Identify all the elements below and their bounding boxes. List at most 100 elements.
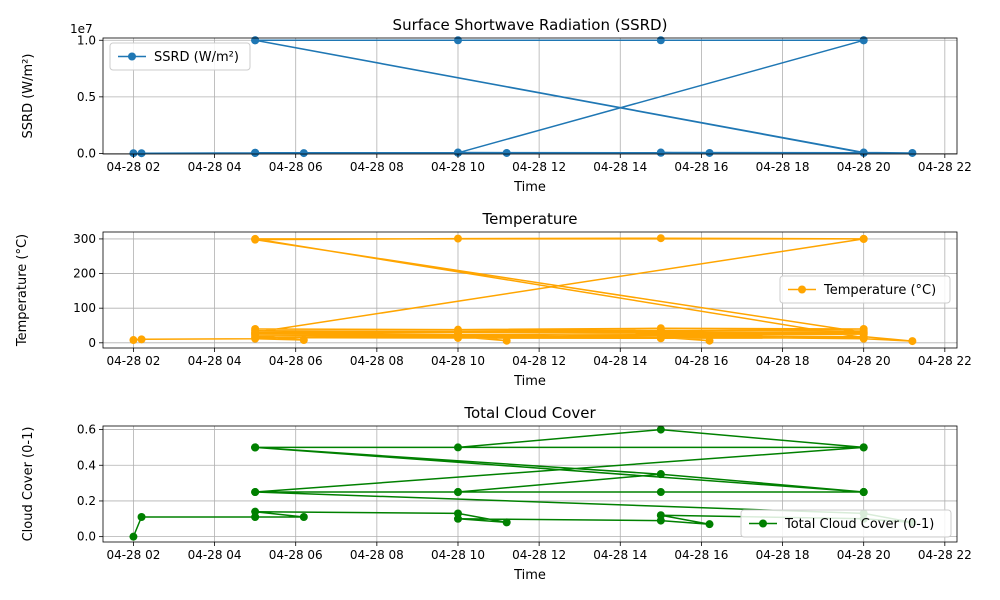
x-tick-label: 04-28 08 [350, 548, 404, 562]
x-tick-label: 04-28 06 [269, 354, 323, 368]
plot-frame [102, 37, 958, 155]
x-tick-label: 04-28 06 [269, 160, 323, 174]
x-axis-label: Time [513, 374, 546, 389]
data-point [251, 507, 260, 516]
data-point [656, 148, 665, 157]
data-point [908, 337, 917, 346]
data-point [251, 36, 260, 45]
x-tick-label: 04-28 22 [918, 548, 972, 562]
legend-box [109, 42, 251, 71]
x-tick-label: 04-28 20 [837, 354, 891, 368]
chart-panel-3: 04-28 02 04-28 04 04-28 06 04-28 08 04-28 10… [21, 404, 972, 583]
data-point [137, 149, 146, 158]
x-tick-label: 04-28 04 [188, 354, 242, 368]
data-point [705, 148, 714, 157]
data-point [656, 334, 665, 343]
y-tick-label: 100 [73, 301, 96, 315]
y-tick-label: 0 [88, 336, 96, 350]
data-point [453, 234, 462, 243]
x-tick-label: 04-28 12 [512, 354, 566, 368]
chart-title: Total Cloud Cover [463, 404, 596, 422]
y-tick-label: 0.2 [77, 494, 96, 508]
legend: Temperature (°C) [779, 275, 951, 304]
legend-label: Temperature (°C) [823, 283, 936, 298]
data-point [656, 324, 665, 333]
data-point [859, 443, 868, 452]
data-point [859, 234, 868, 243]
x-tick-label: 04-28 20 [837, 548, 891, 562]
y-tick-label: 200 [73, 267, 96, 281]
legend-marker [128, 52, 136, 61]
data-point [859, 36, 868, 45]
data-point [299, 336, 308, 345]
x-tick-label: 04-28 08 [350, 160, 404, 174]
data-point [299, 513, 308, 522]
y-tick-label: 1.0 [77, 33, 96, 47]
data-point [129, 336, 138, 345]
data-point [129, 532, 138, 541]
data-point [299, 149, 308, 158]
y-offset-text: 1e7 [70, 22, 93, 36]
x-tick-label: 04-28 16 [674, 160, 728, 174]
x-axis-label: Time [513, 568, 546, 583]
x-axis-label: Time [513, 180, 546, 195]
y-axis-label: Temperature (°C) [15, 234, 30, 347]
data-point [502, 518, 511, 527]
data-point [453, 443, 462, 452]
x-tick-label: 04-28 16 [674, 548, 728, 562]
data-point [859, 148, 868, 157]
data-point [705, 336, 714, 345]
y-axis-label: SSRD (W/m²) [21, 54, 36, 139]
x-tick-label: 04-28 18 [756, 548, 810, 562]
data-point [251, 148, 260, 157]
y-tick-label: 0.0 [77, 146, 96, 160]
legend: Total Cloud Cover (0-1) [740, 509, 952, 538]
data-point [453, 333, 462, 342]
legend-marker [798, 285, 806, 294]
data-point [656, 425, 665, 434]
data-point [453, 36, 462, 45]
data-point [656, 36, 665, 45]
y-tick-label: 0.5 [77, 90, 96, 104]
x-tick-label: 04-28 10 [431, 548, 485, 562]
y-tick-label: 300 [73, 232, 96, 246]
y-axis-label: Cloud Cover (0-1) [21, 427, 36, 542]
legend-box [740, 509, 952, 538]
data-point [251, 443, 260, 452]
x-tick-label: 04-28 08 [350, 354, 404, 368]
data-point [137, 335, 146, 344]
x-tick-label: 04-28 18 [756, 160, 810, 174]
x-tick-label: 04-28 16 [674, 354, 728, 368]
x-tick-label: 04-28 06 [269, 548, 323, 562]
legend-label: SSRD (W/m²) [154, 50, 239, 65]
data-point [656, 511, 665, 520]
data-point [129, 149, 138, 158]
x-tick-label: 04-28 02 [106, 160, 160, 174]
series-line [133, 237, 914, 342]
data-point [251, 488, 260, 497]
data-point [908, 148, 917, 157]
x-tick-label: 04-28 18 [756, 354, 810, 368]
data-point [502, 148, 511, 157]
data-point [859, 328, 868, 337]
data-point [502, 336, 511, 345]
legend: SSRD (W/m²) [109, 42, 251, 71]
data-point [859, 488, 868, 497]
x-tick-label: 04-28 14 [593, 548, 647, 562]
x-tick-label: 04-28 02 [106, 548, 160, 562]
legend-label: Total Cloud Cover (0-1) [784, 517, 934, 532]
legend-marker [759, 519, 767, 528]
data-point [656, 470, 665, 479]
data-point [656, 488, 665, 497]
plot-frame [102, 231, 958, 349]
data-point [453, 514, 462, 523]
x-tick-label: 04-28 04 [188, 160, 242, 174]
x-tick-label: 04-28 02 [106, 354, 160, 368]
data-point [453, 488, 462, 497]
x-tick-label: 04-28 12 [512, 160, 566, 174]
plot-frame [102, 425, 958, 543]
data-point [251, 235, 260, 244]
x-tick-label: 04-28 22 [918, 160, 972, 174]
chart-panel-1: 04-28 02 04-28 04 04-28 06 04-28 08 04-28 10… [21, 16, 972, 195]
